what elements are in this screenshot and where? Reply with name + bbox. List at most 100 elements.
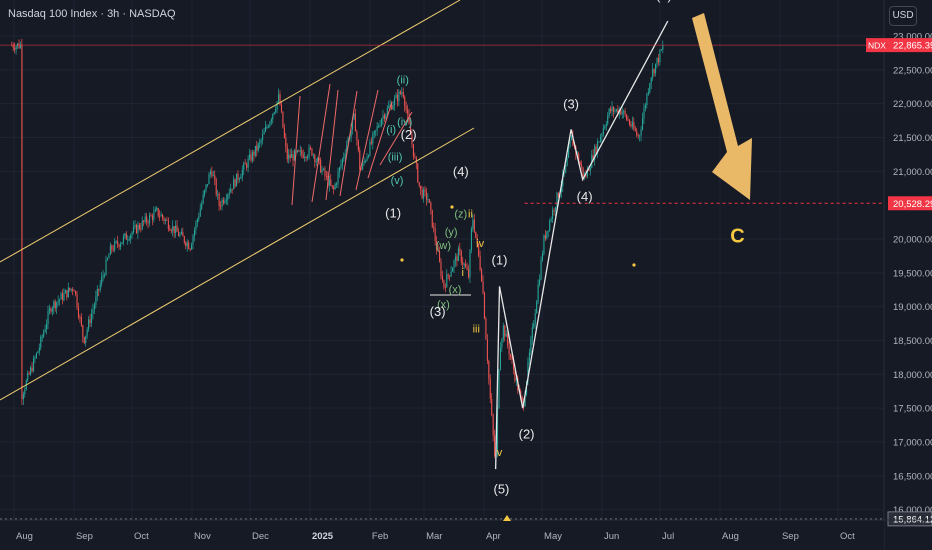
candle-body bbox=[27, 373, 29, 381]
y-tick-label: 20,000.00 bbox=[893, 235, 932, 246]
candle-body bbox=[147, 222, 149, 224]
candle-body bbox=[102, 275, 104, 278]
candle-body bbox=[227, 194, 229, 200]
candle-body bbox=[505, 334, 507, 337]
candle-body bbox=[602, 128, 604, 135]
x-tick-label: 2025 bbox=[312, 531, 334, 542]
candle-body bbox=[220, 206, 222, 208]
candle-body bbox=[537, 284, 539, 302]
candle-body bbox=[344, 153, 346, 157]
y-tick-label: 22,000.00 bbox=[893, 99, 932, 110]
candle-body bbox=[50, 308, 52, 312]
wave-labels: (5) (3) (4) C (ii) (iv)(i) (2) (iii) (v) (1) (4) (z… bbox=[385, 0, 744, 496]
candle-body bbox=[424, 189, 426, 192]
candle-body bbox=[90, 314, 93, 324]
candle-body bbox=[43, 332, 45, 337]
candle-body bbox=[409, 123, 412, 135]
candle-body bbox=[502, 325, 504, 340]
candle-body bbox=[659, 49, 661, 62]
candle-body bbox=[273, 112, 275, 114]
candle-body bbox=[209, 171, 211, 175]
wave-label: (z) bbox=[454, 208, 467, 220]
candle-body bbox=[453, 260, 455, 269]
candle-body bbox=[38, 347, 40, 352]
candle-body bbox=[93, 305, 95, 310]
candle-body bbox=[191, 244, 193, 250]
candle-body bbox=[278, 94, 280, 102]
candle-body bbox=[104, 274, 106, 276]
candle-body bbox=[508, 345, 510, 355]
candle-body bbox=[614, 110, 616, 112]
y-axis: 23,000.00 22,500.00 22,000.00 21,500.00 21,0… bbox=[866, 0, 932, 550]
candle-body bbox=[141, 220, 143, 229]
y-tick-label: 19,500.00 bbox=[893, 268, 932, 279]
x-tick-label: Aug bbox=[16, 531, 33, 542]
candle-body bbox=[282, 111, 284, 128]
candle-body bbox=[125, 233, 127, 240]
candle-body bbox=[111, 245, 113, 250]
candle-body bbox=[307, 156, 309, 158]
candle-body bbox=[204, 190, 206, 195]
wave-paths bbox=[0, 20, 884, 520]
candle-body bbox=[354, 113, 356, 132]
wave-label: (5) bbox=[656, 0, 672, 3]
candle-body bbox=[550, 219, 552, 221]
candle-body bbox=[653, 69, 655, 74]
candle-body bbox=[634, 128, 636, 131]
x-tick-label: Dec bbox=[252, 531, 269, 542]
candle-body bbox=[106, 258, 109, 260]
candle-body bbox=[320, 159, 322, 173]
candle-body bbox=[75, 290, 77, 294]
candle-body bbox=[521, 396, 523, 404]
candle-body bbox=[328, 179, 330, 186]
candle-body bbox=[479, 255, 481, 270]
candle-body bbox=[565, 165, 567, 173]
candle-body bbox=[246, 164, 248, 168]
candle-body bbox=[660, 49, 662, 51]
candle-body bbox=[202, 194, 204, 204]
candle-body bbox=[405, 106, 407, 110]
x-tick-label: Nov bbox=[194, 531, 211, 542]
candle-body bbox=[449, 275, 451, 277]
candle-body bbox=[540, 259, 542, 280]
ticker-tag: NDX bbox=[868, 41, 886, 51]
candle-body bbox=[441, 276, 443, 281]
candle-body bbox=[546, 231, 548, 239]
candle-body bbox=[589, 167, 591, 171]
candle-body bbox=[457, 248, 459, 261]
candle-body bbox=[624, 110, 626, 115]
candle-body bbox=[159, 215, 161, 217]
candle-body bbox=[615, 109, 617, 111]
candle-body bbox=[585, 175, 587, 177]
candle-body bbox=[150, 215, 152, 217]
wave-label: (x) bbox=[449, 284, 462, 296]
candle-body bbox=[172, 226, 174, 231]
candle-body bbox=[595, 146, 597, 153]
y-tick-label: 23,000.00 bbox=[893, 32, 932, 43]
candle-body bbox=[423, 189, 425, 199]
candle-body bbox=[566, 157, 568, 166]
candle-body bbox=[134, 224, 136, 227]
candle-body bbox=[556, 192, 558, 207]
candle-body bbox=[301, 150, 303, 155]
candle-body bbox=[652, 69, 654, 78]
candle-body bbox=[507, 334, 509, 346]
candle-body bbox=[305, 156, 307, 158]
candle-body bbox=[64, 290, 66, 294]
candle-body bbox=[605, 124, 607, 127]
candle-body bbox=[549, 220, 551, 231]
candle-body bbox=[270, 119, 272, 123]
candle-body bbox=[631, 122, 633, 127]
currency-button[interactable]: USD bbox=[889, 6, 917, 26]
candle-body bbox=[524, 394, 526, 407]
grid bbox=[0, 0, 884, 520]
candle-body bbox=[308, 147, 310, 157]
price-tag-bg bbox=[887, 511, 932, 527]
marker-dot bbox=[450, 205, 454, 209]
y-tick-label: 21,500.00 bbox=[893, 133, 932, 144]
down-arrow-shape bbox=[692, 13, 752, 200]
y-tick-label: 22,500.00 bbox=[893, 65, 932, 76]
x-tick-label: Sep bbox=[782, 531, 799, 542]
candle-body bbox=[143, 220, 145, 222]
